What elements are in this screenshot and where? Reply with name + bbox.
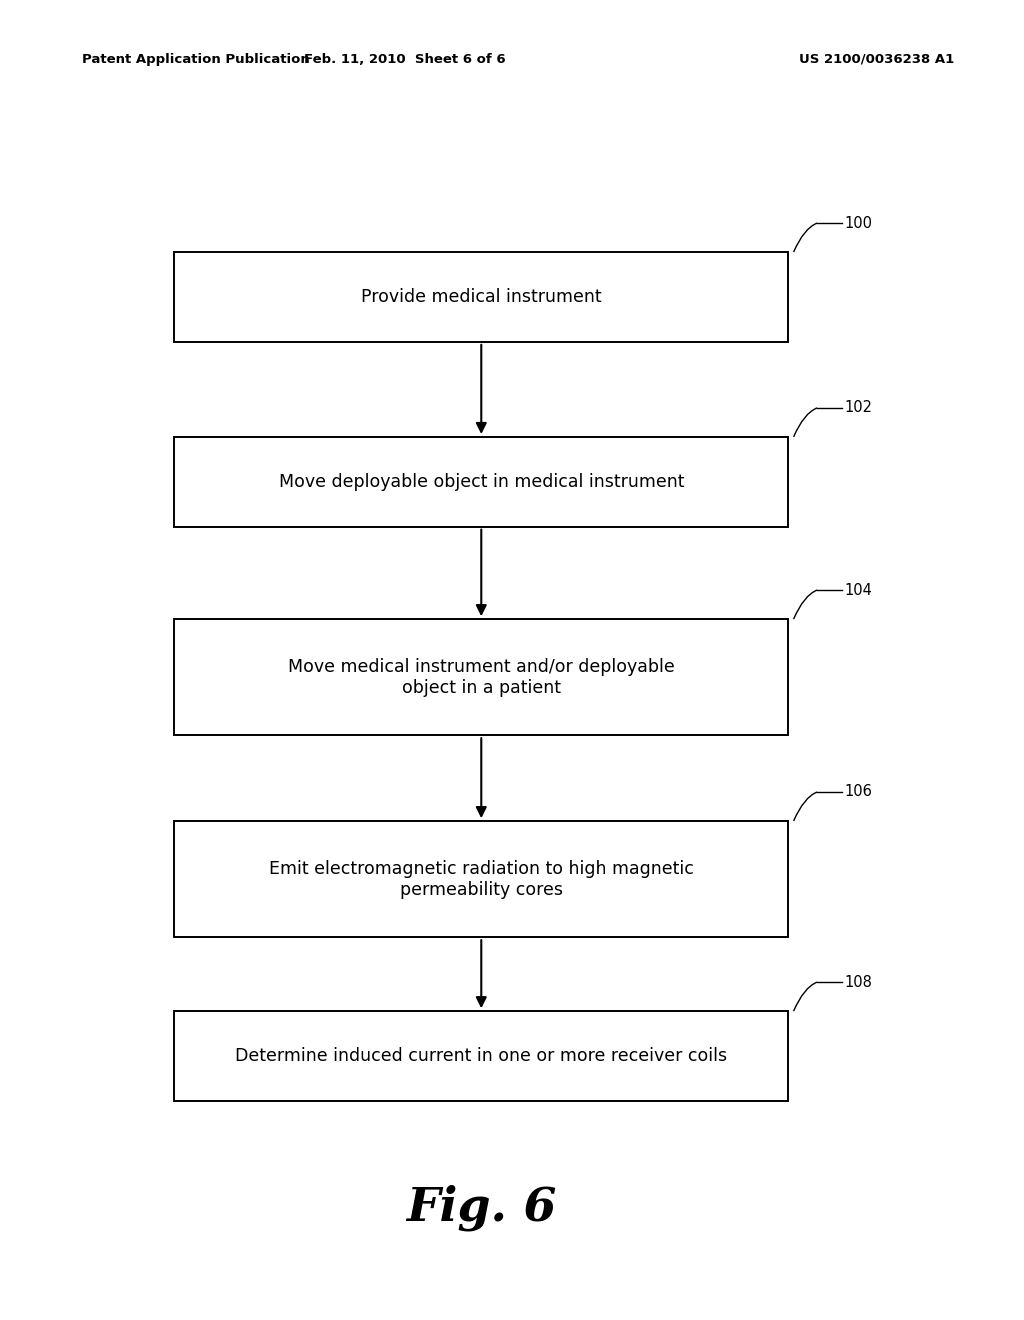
Text: US 2100/0036238 A1: US 2100/0036238 A1 <box>799 53 954 66</box>
Bar <box>174 821 788 937</box>
Bar <box>174 619 788 735</box>
Text: 104: 104 <box>845 582 872 598</box>
Text: Patent Application Publication: Patent Application Publication <box>82 53 309 66</box>
Text: 102: 102 <box>845 400 872 416</box>
Bar <box>174 1011 788 1101</box>
Bar <box>174 437 788 527</box>
Text: Determine induced current in one or more receiver coils: Determine induced current in one or more… <box>236 1047 727 1065</box>
Text: 108: 108 <box>845 974 872 990</box>
Text: Feb. 11, 2010  Sheet 6 of 6: Feb. 11, 2010 Sheet 6 of 6 <box>304 53 505 66</box>
Text: Move medical instrument and/or deployable
object in a patient: Move medical instrument and/or deployabl… <box>288 657 675 697</box>
Text: 100: 100 <box>845 215 872 231</box>
Text: Move deployable object in medical instrument: Move deployable object in medical instru… <box>279 473 684 491</box>
Text: Fig. 6: Fig. 6 <box>407 1184 556 1232</box>
Text: 106: 106 <box>845 784 872 800</box>
Bar <box>174 252 788 342</box>
Text: Provide medical instrument: Provide medical instrument <box>361 288 601 306</box>
Text: Emit electromagnetic radiation to high magnetic
permeability cores: Emit electromagnetic radiation to high m… <box>269 859 693 899</box>
